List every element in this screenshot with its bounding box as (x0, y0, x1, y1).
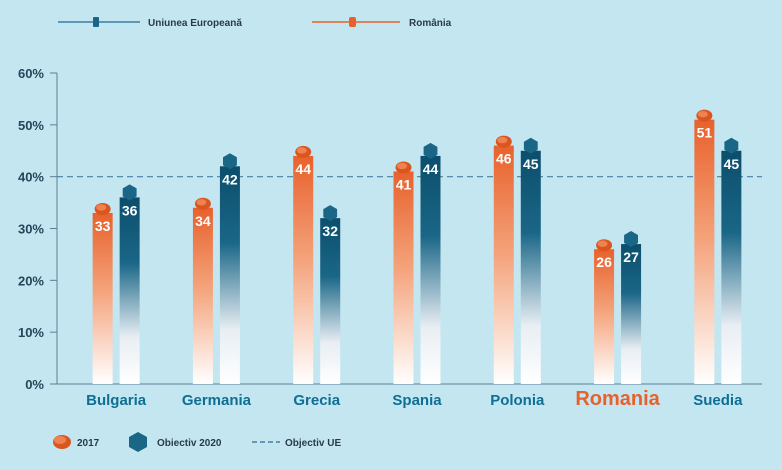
blue-hexagon-icon (624, 231, 638, 247)
value-label: 41 (396, 176, 412, 192)
blue-hexagon-icon (129, 432, 147, 452)
legend-label-eu: Uniunea Europeană (148, 18, 242, 29)
bar-group-spania-obiectiv-2020: 44 (420, 142, 441, 384)
blue-hexagon-icon (122, 184, 137, 201)
bar (192, 207, 213, 384)
legend-item-eu: Uniunea Europeană (58, 17, 242, 29)
blue-hexagon-icon (523, 137, 538, 154)
bar-group-polonia-2017: 46 (493, 135, 514, 384)
bead-highlight (697, 110, 708, 118)
bead-highlight (397, 162, 407, 170)
bar-group-bulgaria-obiectiv-2020: 36 (119, 184, 140, 384)
legend-item-objectiv-ue: Objectiv UE (252, 438, 341, 449)
bar (293, 155, 314, 384)
bar-group-polonia-obiectiv-2020: 45 (520, 137, 541, 384)
value-label: 45 (724, 156, 740, 172)
orange-marker-icon (349, 17, 356, 27)
bar (420, 155, 441, 384)
bar-group-suedia-obiectiv-2020: 45 (721, 137, 742, 384)
bar-group-romania-obiectiv-2020: 27 (621, 231, 642, 384)
bar (493, 145, 514, 384)
bead-highlight (597, 240, 608, 247)
category-labels: Bulgaria Germania Grecia Spania Polonia Roman… (86, 388, 743, 410)
bead-highlight (96, 204, 107, 211)
bar (694, 119, 715, 385)
category-label-germania: Germania (182, 392, 252, 409)
bar (721, 150, 742, 384)
category-label-suedia: Suedia (693, 392, 743, 409)
legend-label-romania: România (409, 18, 452, 29)
y-tick-label: 40% (18, 170, 44, 185)
bar (92, 212, 113, 384)
bar-group-bulgaria-2017: 33 (92, 202, 113, 384)
y-tick-label: 60% (18, 66, 44, 81)
bar (320, 218, 341, 384)
blue-hexagon-icon (223, 153, 237, 170)
legend-label-obiectiv-2020: Obiectiv 2020 (157, 438, 222, 449)
value-label: 27 (623, 249, 639, 265)
category-label-spania: Spania (392, 392, 442, 409)
orange-bead-icon (53, 435, 71, 449)
y-tick-label: 50% (18, 118, 44, 133)
bar-group-suedia-2017: 51 (694, 109, 715, 385)
category-label-bulgaria: Bulgaria (86, 392, 147, 409)
legend-item-romania: România (312, 17, 452, 29)
y-tick-label: 20% (18, 273, 44, 288)
blue-hexagon-icon (323, 205, 338, 222)
value-label: 45 (523, 156, 539, 172)
bars: 33 36 34 42 44 32 41 44 46 45 26 27 51 45 (92, 109, 742, 385)
blue-marker-icon (93, 17, 99, 27)
value-label: 34 (195, 213, 211, 229)
legend-label-2017: 2017 (77, 438, 100, 449)
bar-group-spania-2017: 41 (393, 161, 414, 384)
category-label-polonia: Polonia (490, 392, 545, 409)
y-axis-ticks: 0% 10% 20% 30% 40% 50% 60% (18, 66, 57, 392)
bar (520, 150, 541, 384)
bar (393, 171, 414, 384)
bar (621, 244, 642, 384)
bead-highlight (296, 147, 307, 154)
bar-group-grecia-2017: 44 (293, 145, 314, 384)
category-label-grecia: Grecia (293, 392, 340, 409)
blue-hexagon-icon (724, 137, 739, 154)
legend-label-objectiv-ue: Objectiv UE (285, 438, 341, 449)
blue-hexagon-icon (423, 142, 438, 159)
value-label: 36 (122, 202, 138, 218)
y-tick-label: 0% (25, 377, 44, 392)
value-label: 32 (322, 223, 338, 239)
value-label: 46 (496, 151, 512, 167)
bead-highlight (497, 136, 508, 144)
bead-highlight (196, 199, 207, 206)
bar (119, 197, 140, 384)
value-label: 44 (423, 161, 439, 177)
bar-group-grecia-obiectiv-2020: 32 (320, 205, 341, 384)
legend-item-2017: 2017 (53, 435, 100, 449)
bar-group-germania-obiectiv-2020: 42 (219, 153, 240, 384)
bar-group-romania-2017: 26 (594, 239, 615, 384)
top-legend: Uniunea Europeană România (58, 17, 452, 29)
bottom-legend: 2017 Obiectiv 2020 Objectiv UE (53, 432, 341, 452)
value-label: 26 (596, 254, 612, 270)
value-label: 51 (697, 125, 713, 141)
bar (219, 166, 240, 384)
value-label: 33 (95, 218, 111, 234)
bar (594, 249, 615, 384)
y-tick-label: 10% (18, 325, 44, 340)
value-label: 42 (222, 171, 238, 187)
bar-group-germania-2017: 34 (192, 197, 213, 384)
y-tick-label: 30% (18, 222, 44, 237)
legend-item-obiectiv-2020: Obiectiv 2020 (129, 432, 222, 452)
value-label: 44 (295, 161, 311, 177)
category-label-romania: Romania (575, 388, 660, 410)
